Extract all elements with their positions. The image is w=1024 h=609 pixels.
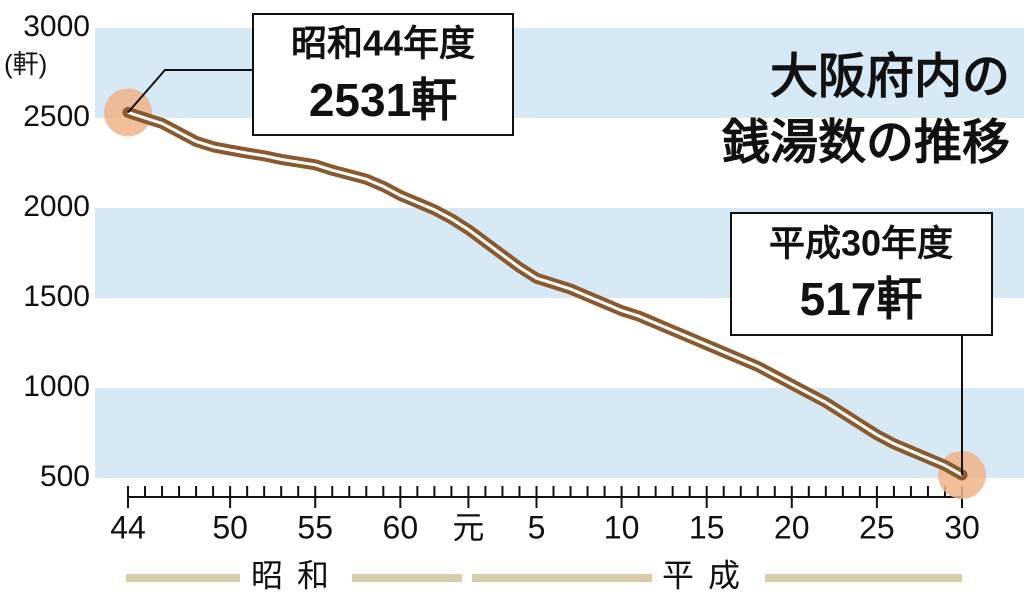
x-tick-label: 25 xyxy=(859,509,895,545)
x-tick-label: 50 xyxy=(212,509,248,545)
x-tick-label: 55 xyxy=(297,509,333,545)
y-tick-label: 3000 xyxy=(23,10,90,43)
x-tick-label: 44 xyxy=(110,509,146,545)
x-tick-label: 10 xyxy=(604,509,640,545)
chart-title: 銭湯数の推移 xyxy=(721,117,1010,170)
x-tick-label: 5 xyxy=(528,509,546,545)
chart-title: 大阪府内の xyxy=(770,51,1010,104)
annotation-label: 平成30年度 xyxy=(769,223,953,264)
y-tick-label: 500 xyxy=(40,460,90,493)
connector xyxy=(127,69,253,114)
y-tick-label: 2500 xyxy=(23,100,90,133)
x-tick-label: 元 xyxy=(452,509,484,545)
y-unit: (軒) xyxy=(4,49,47,79)
x-tick-label: 15 xyxy=(689,509,725,545)
era-label: 平成 xyxy=(662,557,754,593)
annotation-label: 昭和44年度 xyxy=(291,23,475,64)
y-tick-label: 1000 xyxy=(23,370,90,403)
era-label: 昭和 xyxy=(251,557,343,593)
data-label: 517軒 xyxy=(800,273,923,325)
data-label: 2531軒 xyxy=(309,74,457,126)
annotation-box xyxy=(730,212,993,336)
y-tick-label: 2000 xyxy=(23,190,90,223)
x-tick-label: 60 xyxy=(383,509,419,545)
y-tick-label: 1500 xyxy=(23,280,90,313)
annotation-box xyxy=(252,13,514,136)
grid-band xyxy=(95,28,1024,118)
x-tick-label: 30 xyxy=(944,509,980,545)
line-highlight xyxy=(127,110,963,477)
x-tick-label: 20 xyxy=(774,509,810,545)
